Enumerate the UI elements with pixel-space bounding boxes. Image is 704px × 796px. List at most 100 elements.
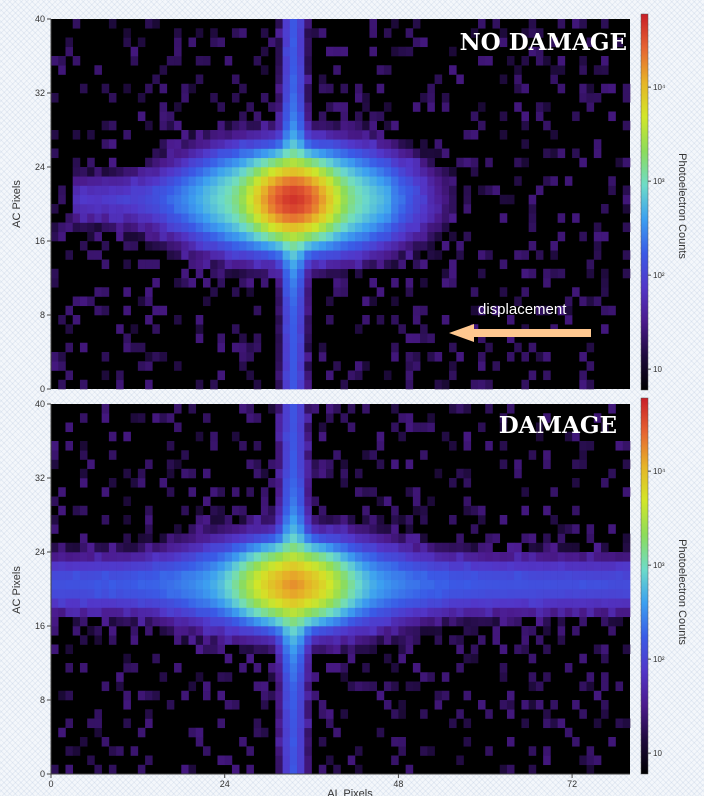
heatmap-cell bbox=[391, 167, 399, 177]
heatmap-cell bbox=[145, 459, 153, 470]
heatmap-cell bbox=[51, 524, 59, 534]
heatmap-cell bbox=[51, 222, 59, 233]
heatmap-cell bbox=[521, 56, 529, 66]
heatmap-cell bbox=[398, 259, 406, 270]
heatmap-cell bbox=[535, 542, 544, 553]
heatmap-cell bbox=[506, 542, 515, 553]
heatmap-cell bbox=[499, 213, 508, 223]
heatmap-cell bbox=[340, 287, 349, 297]
heatmap-cell bbox=[593, 607, 602, 618]
heatmap-cell bbox=[333, 524, 341, 534]
heatmap-cell bbox=[405, 598, 414, 608]
heatmap-cell bbox=[297, 700, 305, 710]
heatmap-cell bbox=[550, 268, 558, 279]
heatmap-cell bbox=[202, 250, 211, 260]
heatmap-cell bbox=[246, 342, 254, 353]
heatmap-cell bbox=[326, 83, 334, 94]
heatmap-cell bbox=[195, 672, 204, 682]
heatmap-cell bbox=[333, 185, 341, 196]
heatmap-cell bbox=[383, 148, 392, 159]
heatmap-cell bbox=[188, 524, 197, 534]
heatmap-cell bbox=[347, 644, 356, 655]
heatmap-cell bbox=[463, 607, 472, 618]
heatmap-cell bbox=[304, 333, 312, 344]
heatmap-cell bbox=[405, 764, 414, 775]
heatmap-cell bbox=[376, 561, 385, 571]
heatmap-cell bbox=[116, 324, 124, 334]
heatmap-cell bbox=[506, 700, 515, 710]
heatmap-cell bbox=[398, 167, 406, 177]
heatmap-cell bbox=[311, 561, 320, 571]
heatmap-cell bbox=[470, 111, 479, 122]
heatmap-cell bbox=[579, 607, 587, 618]
heatmap-cell bbox=[441, 241, 450, 251]
heatmap-cell bbox=[282, 231, 291, 242]
heatmap-cell bbox=[405, 542, 414, 553]
heatmap-cell bbox=[275, 653, 283, 664]
heatmap-cell bbox=[87, 755, 95, 766]
heatmap-cell bbox=[145, 552, 153, 562]
heatmap-cell bbox=[485, 250, 493, 260]
heatmap-cell bbox=[369, 176, 377, 186]
heatmap-cell bbox=[354, 139, 363, 149]
heatmap-cell bbox=[304, 324, 312, 334]
heatmap-cell bbox=[470, 167, 479, 177]
heatmap-cell bbox=[304, 83, 312, 94]
heatmap-cell bbox=[275, 167, 283, 177]
heatmap-cell bbox=[145, 204, 153, 214]
heatmap-cell bbox=[246, 644, 254, 655]
heatmap-cell bbox=[311, 259, 320, 270]
heatmap-cell bbox=[470, 305, 479, 316]
heatmap-cell bbox=[333, 727, 341, 738]
heatmap-cell bbox=[231, 259, 240, 270]
panel-title-no-damage: NO DAMAGE bbox=[460, 29, 627, 56]
heatmap-cell bbox=[441, 185, 450, 196]
heatmap-cell bbox=[130, 46, 139, 57]
heatmap-cell bbox=[528, 598, 537, 608]
heatmap-cell bbox=[181, 148, 189, 159]
heatmap-cell bbox=[383, 635, 392, 645]
heatmap-cell bbox=[159, 157, 168, 168]
heatmap-cell bbox=[347, 222, 356, 233]
heatmap-cell bbox=[101, 552, 110, 562]
heatmap-cell bbox=[456, 663, 464, 673]
heatmap-cell bbox=[101, 681, 110, 692]
heatmap-cell bbox=[347, 626, 356, 636]
heatmap-cell bbox=[224, 561, 233, 571]
heatmap-cell bbox=[376, 616, 385, 627]
heatmap-cell bbox=[593, 222, 602, 233]
heatmap-cell bbox=[398, 413, 406, 423]
heatmap-cell bbox=[593, 542, 602, 553]
heatmap-cell bbox=[282, 324, 291, 334]
heatmap-cell bbox=[470, 287, 479, 297]
heatmap-cell bbox=[231, 552, 240, 562]
heatmap-cell bbox=[275, 579, 283, 590]
heatmap-cell bbox=[405, 352, 414, 362]
heatmap-cell bbox=[514, 644, 522, 655]
heatmap-cell bbox=[586, 598, 595, 608]
heatmap-cell bbox=[108, 542, 117, 553]
heatmap-cell bbox=[405, 231, 414, 242]
heatmap-cell bbox=[601, 204, 609, 214]
heatmap-cell bbox=[195, 148, 204, 159]
heatmap-cell bbox=[51, 450, 59, 460]
heatmap-cell bbox=[51, 515, 59, 525]
heatmap-cell bbox=[550, 718, 558, 729]
heatmap-cell bbox=[499, 561, 508, 571]
heatmap-cell bbox=[608, 626, 616, 636]
heatmap-cell bbox=[174, 120, 182, 131]
heatmap-cell bbox=[499, 194, 508, 205]
heatmap-cell bbox=[318, 644, 327, 655]
heatmap-cell bbox=[441, 278, 450, 288]
heatmap-cell bbox=[260, 130, 269, 140]
heatmap-cell bbox=[463, 496, 472, 507]
heatmap-cell bbox=[535, 352, 544, 362]
heatmap-cell bbox=[449, 404, 457, 414]
heatmap-cell bbox=[297, 278, 305, 288]
heatmap-cell bbox=[535, 46, 544, 57]
heatmap-cell bbox=[297, 589, 305, 599]
heatmap-cell bbox=[485, 533, 493, 544]
heatmap-cell bbox=[304, 204, 312, 214]
heatmap-cell bbox=[174, 222, 182, 233]
